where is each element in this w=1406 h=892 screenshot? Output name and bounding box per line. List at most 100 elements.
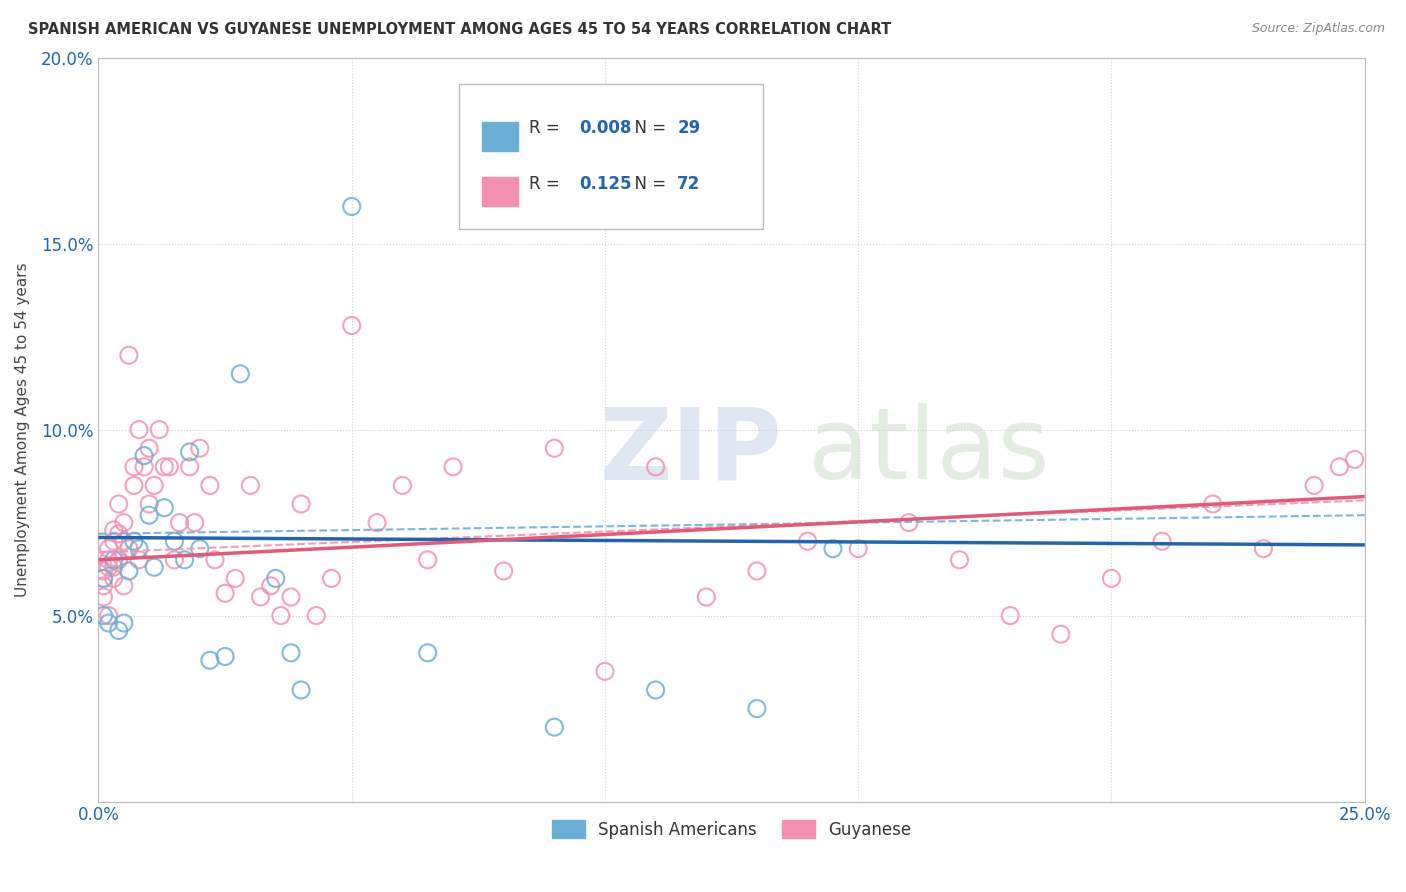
Point: [122, 478, 145, 492]
Point: [97, 553, 120, 567]
Point: [239, 478, 262, 492]
Point: [107, 624, 129, 638]
Point: [224, 571, 246, 585]
Point: [416, 646, 439, 660]
Point: [93, 590, 115, 604]
Text: atlas: atlas: [807, 403, 1049, 500]
Point: [112, 579, 135, 593]
Point: [796, 534, 818, 549]
Point: [1343, 452, 1365, 467]
Point: [543, 720, 565, 734]
Point: [593, 665, 616, 679]
Point: [1253, 541, 1275, 556]
Point: [1101, 571, 1123, 585]
Point: [179, 459, 201, 474]
Bar: [482, 178, 517, 206]
Point: [153, 459, 176, 474]
Point: [138, 508, 160, 523]
Point: [188, 441, 211, 455]
FancyBboxPatch shape: [460, 84, 763, 228]
Point: [97, 615, 120, 630]
Point: [179, 445, 201, 459]
Point: [1050, 627, 1073, 641]
Point: [897, 516, 920, 530]
Point: [138, 497, 160, 511]
Point: [93, 579, 115, 593]
Text: R =: R =: [529, 120, 565, 137]
Point: [695, 590, 717, 604]
Text: 0.125: 0.125: [579, 175, 633, 194]
Point: [644, 459, 666, 474]
Point: [93, 571, 115, 585]
Point: [1152, 534, 1174, 549]
Point: [204, 553, 226, 567]
Text: R =: R =: [529, 175, 565, 194]
Point: [1202, 497, 1225, 511]
Point: [163, 553, 186, 567]
Y-axis label: Unemployment Among Ages 45 to 54 years: Unemployment Among Ages 45 to 54 years: [15, 262, 30, 597]
Point: [97, 560, 120, 574]
Point: [112, 534, 135, 549]
Point: [290, 497, 312, 511]
Point: [103, 523, 125, 537]
Point: [644, 683, 666, 698]
Point: [97, 541, 120, 556]
Point: [441, 459, 464, 474]
Point: [416, 553, 439, 567]
Point: [198, 653, 221, 667]
Point: [543, 441, 565, 455]
Point: [340, 199, 363, 213]
Point: [188, 541, 211, 556]
Legend: Spanish Americans, Guyanese: Spanish Americans, Guyanese: [546, 814, 918, 846]
Point: [103, 560, 125, 574]
Point: [132, 449, 155, 463]
Point: [173, 553, 195, 567]
Point: [103, 571, 125, 585]
Point: [1303, 478, 1326, 492]
Point: [112, 615, 135, 630]
Point: [153, 500, 176, 515]
Point: [492, 564, 515, 578]
Text: N =: N =: [624, 175, 671, 194]
Point: [745, 701, 768, 715]
Point: [93, 608, 115, 623]
Point: [290, 683, 312, 698]
Point: [340, 318, 363, 333]
Point: [118, 348, 141, 362]
Point: [280, 590, 302, 604]
Point: [821, 541, 844, 556]
Point: [128, 541, 150, 556]
Point: [305, 608, 328, 623]
Point: [132, 459, 155, 474]
Point: [107, 497, 129, 511]
Text: 29: 29: [678, 120, 700, 137]
Text: ZIP: ZIP: [599, 403, 782, 500]
Point: [998, 608, 1021, 623]
Point: [264, 571, 287, 585]
Point: [249, 590, 271, 604]
Point: [366, 516, 388, 530]
Text: N =: N =: [624, 120, 671, 137]
Point: [321, 571, 343, 585]
Point: [97, 608, 120, 623]
Point: [138, 441, 160, 455]
Bar: [482, 121, 517, 151]
Text: SPANISH AMERICAN VS GUYANESE UNEMPLOYMENT AMONG AGES 45 TO 54 YEARS CORRELATION : SPANISH AMERICAN VS GUYANESE UNEMPLOYMEN…: [28, 22, 891, 37]
Point: [143, 560, 166, 574]
Point: [846, 541, 869, 556]
Text: Source: ZipAtlas.com: Source: ZipAtlas.com: [1251, 22, 1385, 36]
Point: [157, 459, 180, 474]
Text: 0.008: 0.008: [579, 120, 633, 137]
Text: 72: 72: [678, 175, 700, 194]
Point: [229, 367, 252, 381]
Point: [169, 516, 191, 530]
Point: [148, 423, 170, 437]
Point: [103, 553, 125, 567]
Point: [93, 571, 115, 585]
Point: [122, 534, 145, 549]
Point: [214, 586, 236, 600]
Point: [112, 516, 135, 530]
Point: [183, 516, 205, 530]
Point: [118, 541, 141, 556]
Point: [163, 534, 186, 549]
